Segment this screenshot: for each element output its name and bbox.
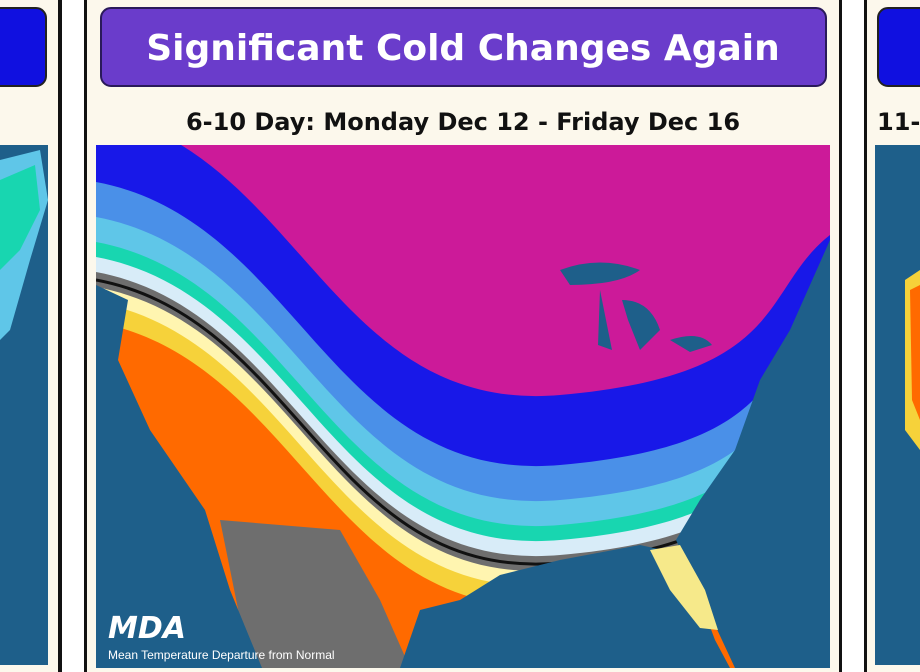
- map: MDA Mean Temperature Departure from Norm…: [96, 145, 830, 668]
- divider: [864, 0, 867, 672]
- divider: [839, 0, 842, 672]
- divider: [58, 0, 62, 672]
- left-map: [0, 145, 48, 665]
- florida: [650, 545, 718, 630]
- left-title-box: [0, 7, 47, 87]
- title: Significant Cold Changes Again: [146, 28, 780, 69]
- atlantic: [676, 240, 830, 668]
- pacific: [96, 285, 262, 668]
- divider: [84, 0, 87, 672]
- logo: MDA: [108, 611, 186, 646]
- right-title-box: [877, 7, 920, 87]
- right-map: [875, 145, 920, 665]
- title-box: [100, 7, 827, 87]
- right-subtitle: 11-: [877, 108, 920, 136]
- great-lakes: [560, 262, 712, 352]
- mexico: [220, 520, 410, 668]
- temperature-bands: [96, 145, 830, 668]
- gulf: [400, 545, 730, 668]
- caption: Mean Temperature Departure from Normal: [108, 648, 335, 662]
- subtitle: 6-10 Day: Monday Dec 12 - Friday Dec 16: [186, 108, 740, 136]
